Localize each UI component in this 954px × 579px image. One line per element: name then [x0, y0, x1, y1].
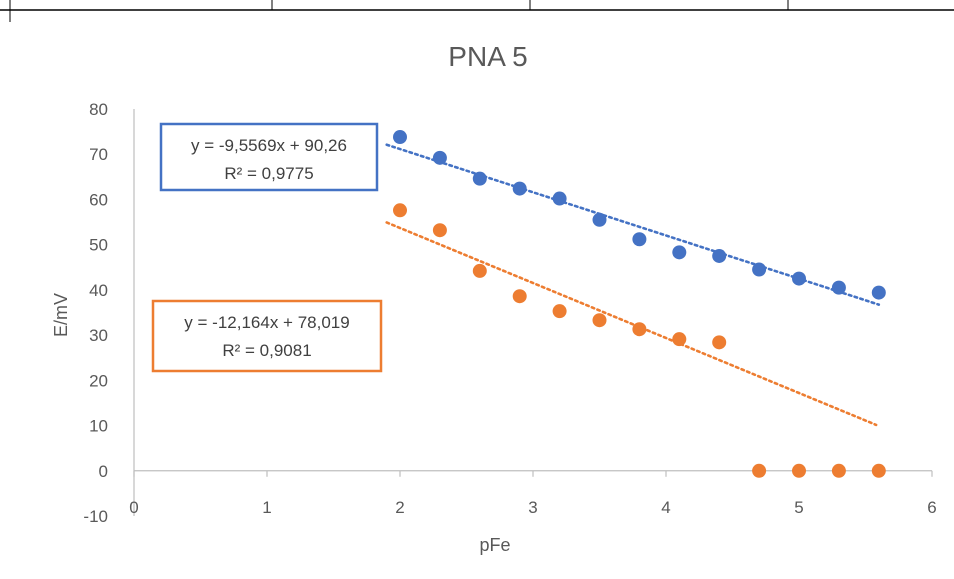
series-2-point: [472, 263, 487, 278]
x-tick-label: 0: [129, 498, 138, 517]
chart-title: PNA 5: [448, 41, 527, 72]
y-tick-label: 30: [89, 326, 108, 345]
series-2-equation-box: [151, 299, 383, 373]
series-2-point: [552, 304, 567, 319]
series-1-point: [831, 280, 846, 295]
series-1-point: [592, 212, 607, 227]
series-2-trendline: [385, 221, 878, 427]
y-tick-label: 20: [89, 371, 108, 390]
series-2-point: [432, 223, 447, 238]
series-1-point: [472, 171, 487, 186]
y-axis-title: E/mV: [51, 293, 71, 337]
x-tick-label: 2: [395, 498, 404, 517]
series-2-point: [792, 463, 806, 478]
series-2-point: [831, 463, 846, 478]
y-tick-label: 80: [89, 100, 108, 119]
y-tick-label: 0: [99, 462, 108, 481]
series-2-point: [871, 463, 886, 478]
series-1-point: [792, 271, 806, 286]
x-tick-label: 1: [262, 498, 271, 517]
y-tick-label: 50: [89, 236, 108, 255]
series-1-equation-box: [159, 122, 379, 192]
series-1-point: [752, 262, 767, 277]
series-1-point: [672, 245, 687, 260]
series-1-equation: y = -9,5569x + 90,26: [191, 136, 347, 155]
series-1-point: [552, 191, 567, 206]
x-axis-title: pFe: [479, 535, 510, 555]
series-1-r-squared: R² = 0,9775: [224, 164, 313, 183]
y-tick-label: 70: [89, 145, 108, 164]
series-1-point: [432, 150, 447, 165]
table-border-strip: [0, 0, 954, 22]
series-2-point: [592, 313, 607, 328]
y-tick-label: 10: [89, 417, 108, 436]
series-2-equation: y = -12,164x + 78,019: [184, 313, 349, 332]
series-2-r-squared: R² = 0,9081: [222, 341, 311, 360]
series-1-point: [632, 232, 647, 247]
x-tick-label: 5: [794, 498, 803, 517]
series-1-point: [512, 181, 527, 196]
x-tick-label: 4: [661, 498, 670, 517]
y-tick-label: 60: [89, 190, 108, 209]
x-tick-label: 3: [528, 498, 537, 517]
series-2-point: [672, 332, 687, 347]
series-2-point: [632, 322, 647, 337]
series-2-point: [393, 203, 407, 218]
y-tick-label: 40: [89, 281, 108, 300]
series-2-point: [752, 463, 767, 478]
series-1-point: [712, 248, 727, 263]
series-2-point: [712, 335, 727, 350]
y-tick-label: -10: [83, 507, 108, 526]
series-1-point: [871, 285, 886, 300]
series-1-point: [393, 130, 407, 145]
x-tick-label: 6: [927, 498, 936, 517]
series-2-point: [512, 289, 527, 304]
